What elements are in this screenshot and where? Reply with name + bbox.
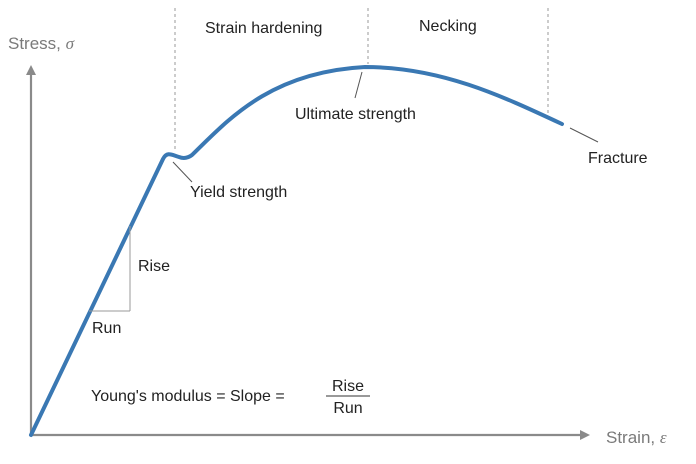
formula-lhs: Young's modulus = Slope = (91, 388, 285, 405)
y-axis-symbol: σ (66, 34, 75, 53)
strain-hardening-label: Strain hardening (205, 20, 322, 37)
x-axis-label-text: Strain, (606, 428, 660, 447)
fracture-label: Fracture (588, 150, 648, 167)
necking-label: Necking (419, 18, 477, 35)
run-label: Run (92, 320, 121, 337)
y-axis-label: Stress, σ (8, 34, 75, 53)
formula-numerator: Rise (332, 378, 364, 395)
rise-label: Rise (138, 258, 170, 275)
yield-strength-label: Yield strength (190, 184, 287, 201)
fracture-leader (569, 127, 599, 143)
x-axis-symbol: ε (660, 428, 667, 447)
ultimate-strength-label: Ultimate strength (295, 106, 416, 123)
yield-strength-leader (172, 161, 193, 183)
stress-strain-curve (29, 65, 564, 437)
x-axis-label: Strain, ε (606, 428, 667, 447)
formula-denominator: Run (333, 400, 362, 417)
y-axis-label-text: Stress, (8, 34, 66, 53)
ultimate-strength-leader (354, 71, 363, 99)
